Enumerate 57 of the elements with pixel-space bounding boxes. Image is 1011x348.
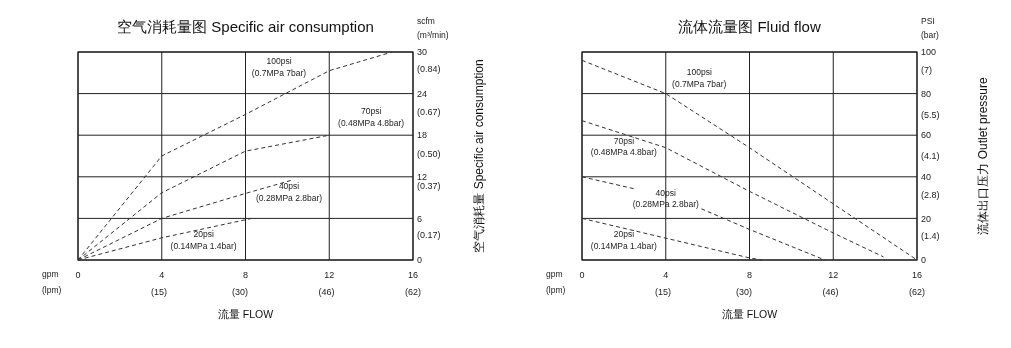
chart-title: 空气消耗量图 Specific air consumption	[117, 18, 374, 35]
x2-tick-label: (62)	[404, 287, 422, 297]
x-tick-label: 16	[407, 270, 419, 280]
y-tick-label: 30	[417, 47, 428, 58]
y2-axis-title: 流体出口压力 Outlet pressure	[976, 76, 990, 235]
x-tick-label: 4	[663, 270, 669, 280]
chart-title: 流体流量图 Fluid flow	[678, 18, 821, 35]
y-tick-label: 0	[921, 255, 927, 266]
annotation: 70psi (0.48MPa 4.8bar)	[590, 135, 658, 158]
y2-tick-label: (1.4)	[921, 231, 940, 242]
x2-tick-label: (46)	[822, 287, 839, 297]
text: scfm (m³/min)	[417, 16, 449, 41]
y-tick-label: 20	[921, 213, 932, 224]
x2-tick-label: (46)	[318, 287, 335, 297]
x-tick-label: 0	[579, 270, 585, 280]
x-tick-label: 12	[828, 270, 839, 280]
annotation: 70psi (0.48MPa 4.8bar)	[338, 106, 405, 129]
annotation: 40psi (0.28MPa 2.8bar)	[255, 181, 323, 204]
y2-tick-label: (4.1)	[921, 151, 940, 162]
x2-tick-label: (30)	[232, 287, 249, 297]
y-tick-label: 6	[417, 213, 423, 224]
x-tick-label: 12	[324, 270, 335, 280]
y2-tick-label: (5.5)	[921, 109, 940, 120]
y-tick-label: 80	[921, 88, 932, 99]
y-tick-label: 0	[417, 255, 423, 266]
y2-tick-label: (0.17)	[417, 230, 441, 241]
y-tick-label: 12	[417, 171, 428, 182]
annotation: 20psi (0.14MPa 1.4bar)	[590, 229, 658, 252]
y-tick-label: 24	[417, 88, 428, 99]
y2-tick-label: (0.67)	[417, 106, 441, 117]
y2-tick-label: (0.37)	[417, 180, 441, 191]
y-tick-label: 100	[921, 47, 937, 58]
y-tick-label: 60	[921, 130, 932, 141]
y2-axis-title: 空气消耗量 Specific air consumption	[472, 59, 486, 253]
annotation: 100psi (0.7MPa 7bar)	[672, 66, 727, 89]
x-tick-label: 16	[911, 270, 923, 280]
x2-tick-label: (30)	[736, 287, 753, 297]
annotation: 20psi (0.14MPa 1.4bar)	[170, 229, 237, 252]
y2-tick-label: (0.84)	[417, 64, 441, 75]
x-axis-title: 流量 FLOW	[721, 308, 778, 320]
x-axis-title: 流量 FLOW	[217, 308, 274, 320]
x-tick-label: 8	[242, 270, 249, 280]
x2-tick-label: (15)	[655, 287, 672, 297]
x2-tick-label: (15)	[151, 287, 168, 297]
y-tick-label: 40	[921, 171, 932, 182]
x-tick-label: 4	[159, 270, 165, 280]
y2-tick-label: (2.8)	[921, 189, 940, 200]
y-tick-label: 18	[417, 130, 428, 141]
x-tick-label: 0	[75, 270, 81, 280]
y2-tick-label: (0.50)	[417, 148, 441, 159]
text: PSI (bar)	[921, 16, 940, 41]
text: gpm (lpm)	[42, 269, 62, 296]
text: gpm (lpm)	[546, 269, 566, 296]
annotation: 100psi (0.7MPa 7bar)	[251, 56, 307, 79]
x-tick-label: 8	[746, 270, 753, 280]
x2-tick-label: (62)	[908, 287, 926, 297]
y2-tick-label: (7)	[921, 64, 932, 75]
